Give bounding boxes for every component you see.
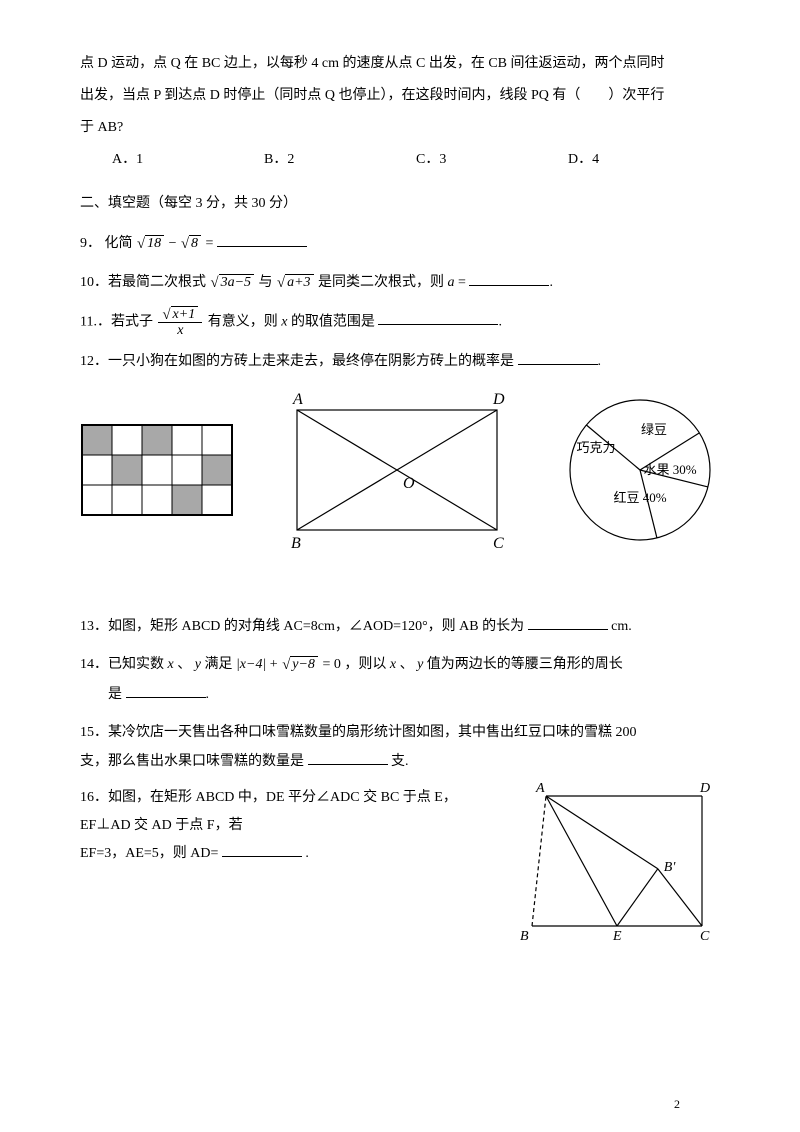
sqrt-y8: y−8 (282, 649, 318, 680)
q15-line1: 15．某冷饮店一天售出各种口味雪糕数量的扇形统计图如图，其中售出红豆口味的雪糕 … (80, 725, 637, 740)
pie-figure: 红豆 40% 巧克力 绿豆水果 30% (560, 390, 720, 550)
option-a: A．1 (112, 146, 264, 174)
q14-sep1: 、 (177, 657, 191, 672)
svg-text:E: E (612, 929, 622, 944)
q15-line2a: 支，那么售出水果口味雪糕的数量是 (80, 754, 304, 769)
q14-y2: y (417, 657, 423, 672)
q16-line2b: . (305, 846, 309, 861)
q15-line2b: 支. (391, 754, 409, 769)
q11-mid: 有意义，则 (208, 314, 282, 329)
q16-blank[interactable] (222, 842, 302, 857)
q12-text: 12．一只小狗在如图的方砖上走来走去，最终停在阴影方砖上的概率是 (80, 354, 514, 369)
rect-svg: A D B C O (275, 388, 519, 552)
question-16: 16．如图，在矩形 ABCD 中，DE 平分∠ADC 交 BC 于点 E，EF⊥… (80, 784, 502, 868)
option-c: C．3 (416, 146, 568, 174)
question-16-wrapper: 16．如图，在矩形 ABCD 中，DE 平分∠ADC 交 BC 于点 E，EF⊥… (80, 784, 720, 955)
option-d: D．4 (568, 146, 720, 174)
q16-figure: A D B C E B' (514, 778, 720, 955)
figures-row: A D B C O 红豆 40% 巧克力 绿豆水果 30% (80, 388, 720, 552)
q11-fraction: x+1 x (158, 306, 202, 339)
q10-suffix: 是同类二次根式，则 (318, 275, 448, 290)
grid-figure (80, 423, 234, 517)
q14-d: 值为两边长的等腰三角形的周长 (427, 657, 623, 672)
question-13: 13．如图，矩形 ABCD 的对角线 AC=8cm，∠AOD=120°，则 AB… (80, 612, 720, 641)
q14-x: x (168, 657, 174, 672)
q14-blank[interactable] (126, 683, 206, 698)
q14-c: ，则以 (344, 657, 390, 672)
q8-options: A．1 B．2 C．3 D．4 (80, 146, 720, 174)
q9-eq: = (206, 236, 214, 251)
q14-x2: x (390, 657, 396, 672)
q16-line2a: EF=3，AE=5，则 AD= (80, 846, 218, 861)
sqrt-x1: x+1 (162, 306, 198, 322)
q9-prefix: 9． 化简 (80, 236, 133, 251)
q14-a: 14．已知实数 (80, 657, 168, 672)
question-14: 14．已知实数 x 、 y 满足 |x−4| + y−8 = 0 ，则以 x 、… (80, 649, 720, 709)
svg-text:巧克力: 巧克力 (576, 440, 615, 455)
svg-text:D: D (699, 781, 710, 796)
svg-text:A: A (292, 391, 303, 408)
q13-blank[interactable] (528, 615, 608, 630)
q8-line3: 于 AB? (80, 114, 720, 142)
q16-svg: A D B C E B' (514, 778, 720, 944)
q10-blank[interactable] (469, 270, 549, 285)
question-10: 10．若最简二次根式 3a−5 与 a+3 是同类二次根式，则 a = . (80, 267, 720, 298)
sqrt-8: 8 (181, 228, 201, 259)
svg-text:B: B (291, 535, 301, 552)
rectangle-figure: A D B C O (275, 388, 519, 552)
q14-plus: + (270, 657, 278, 672)
q13-text: 13．如图，矩形 ABCD 的对角线 AC=8cm，∠AOD=120°，则 AB… (80, 619, 524, 634)
q16-line1: 16．如图，在矩形 ABCD 中，DE 平分∠ADC 交 BC 于点 E，EF⊥… (80, 784, 502, 840)
q14-abs: |x−4| (236, 657, 266, 672)
question-12: 12．一只小狗在如图的方砖上走来走去，最终停在阴影方砖上的概率是 . (80, 347, 720, 376)
q14-line2: 是 (80, 687, 122, 702)
svg-text:D: D (492, 391, 505, 408)
q14-y: y (195, 657, 201, 672)
sqrt-18: 18 (137, 228, 164, 259)
q12-blank[interactable] (518, 349, 598, 364)
q11-den: x (158, 323, 202, 338)
q11-blank[interactable] (378, 310, 498, 325)
q10-prefix: 10．若最简二次根式 (80, 275, 206, 290)
svg-text:B': B' (664, 860, 677, 875)
question-15: 15．某冷饮店一天售出各种口味雪糕数量的扇形统计图如图，其中售出红豆口味的雪糕 … (80, 718, 720, 777)
svg-text:A: A (535, 781, 545, 796)
svg-text:B: B (520, 929, 529, 944)
question-9: 9． 化简 18 − 8 = (80, 228, 720, 259)
svg-text:绿豆: 绿豆 (641, 422, 667, 437)
q10-mid: 与 (259, 275, 277, 290)
svg-text:水果 30%: 水果 30% (643, 462, 696, 477)
svg-text:C: C (700, 929, 710, 944)
q13-unit: cm. (611, 619, 632, 634)
q15-blank[interactable] (308, 750, 388, 765)
svg-text:O: O (403, 475, 415, 492)
q11-prefix: 11.．若式子 (80, 314, 156, 329)
pie-svg: 红豆 40% 巧克力 绿豆水果 30% (560, 390, 720, 550)
svg-text:C: C (493, 535, 504, 552)
grid-svg (80, 423, 234, 517)
svg-text:红豆 40%: 红豆 40% (613, 490, 666, 505)
section2-title: 二、填空题（每空 3 分，共 30 分） (80, 190, 720, 218)
q14-sep2: 、 (400, 657, 414, 672)
q14-eq0: = 0 (322, 657, 340, 672)
q9-blank[interactable] (217, 232, 307, 247)
q8-line2: 出发，当点 P 到达点 D 时停止（同时点 Q 也停止），在这段时间内，线段 P… (80, 82, 720, 110)
q10-var: a (448, 275, 455, 290)
page-number: 2 (674, 1092, 680, 1116)
q14-b: 满足 (204, 657, 232, 672)
sqrt-3a-5: 3a−5 (211, 267, 255, 298)
option-b: B．2 (264, 146, 416, 174)
q11-suffix: 的取值范围是 (291, 314, 375, 329)
q8-line1: 点 D 运动，点 Q 在 BC 边上，以每秒 4 cm 的速度从点 C 出发，在… (80, 50, 720, 78)
question-11: 11.．若式子 x+1 x 有意义，则 x 的取值范围是 . (80, 306, 720, 339)
q11-var: x (281, 314, 287, 329)
sqrt-a3: a+3 (277, 267, 314, 298)
q10-eq: = (458, 275, 466, 290)
